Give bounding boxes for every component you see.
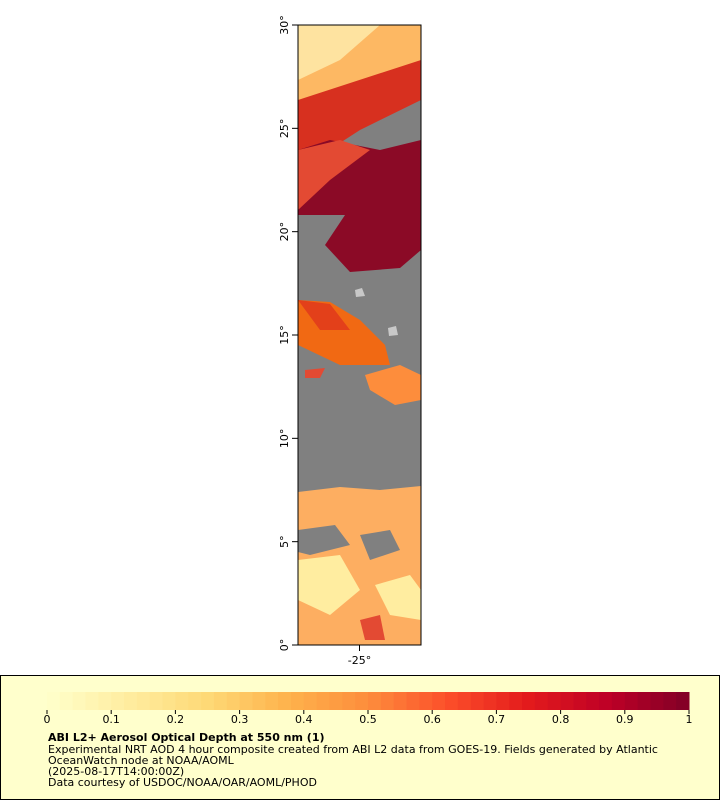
colorbar-swatch [457, 692, 472, 710]
caption-line: Data courtesy of USDOC/NOAA/OAR/AOML/PHO… [48, 776, 317, 789]
aerosol-region [298, 25, 380, 80]
colorbar-swatch [149, 692, 164, 710]
colorbar-swatch [611, 692, 626, 710]
lat-tick-label: 5° [278, 535, 291, 548]
colorbar-swatch [380, 692, 395, 710]
colorbar-swatch [586, 692, 600, 710]
colorbar-swatch [278, 692, 292, 710]
colorbar-swatch [470, 692, 485, 710]
colorbar-swatch [316, 692, 330, 710]
land [388, 326, 398, 336]
colorbar-tick-label: 0.3 [231, 713, 249, 726]
lat-tick-label: 10° [278, 429, 291, 449]
colorbar-swatch [239, 692, 253, 710]
colorbar-swatch [162, 692, 176, 710]
colorbar-swatch [663, 692, 677, 710]
colorbar-swatch [85, 692, 99, 710]
colorbar-swatch [393, 692, 408, 710]
aerosol-region [305, 368, 325, 378]
aerosol-region [298, 555, 360, 615]
aerosol-region [298, 300, 350, 330]
colorbar-tick-label: 0.9 [616, 713, 634, 726]
colorbar-swatch [111, 692, 125, 710]
colorbar-tick-label: 0 [44, 713, 51, 726]
colorbar-tick-label: 0.2 [167, 713, 185, 726]
colorbar-swatch [624, 692, 639, 710]
colorbar-swatch [342, 692, 356, 710]
colorbar-swatch [265, 692, 279, 710]
colorbar-swatch [98, 692, 112, 710]
colorbar-swatch [355, 692, 369, 710]
colorbar-swatch [534, 692, 549, 710]
colorbar-swatch [124, 692, 138, 710]
lon-tick-label: -25° [348, 654, 371, 667]
aerosol-region [298, 140, 370, 210]
aerosol-region [375, 575, 421, 620]
colorbar-swatch [432, 692, 446, 710]
colorbar-swatch [650, 692, 664, 710]
colorbar-swatch [445, 692, 459, 710]
colorbar-swatch [419, 692, 433, 710]
colorbar-swatch [252, 692, 266, 710]
colorbar-swatch [47, 692, 61, 710]
colorbar-swatch [573, 692, 587, 710]
lat-tick-label: 25° [278, 119, 291, 139]
colorbar-swatch [59, 692, 74, 710]
colorbar-swatch [226, 692, 241, 710]
lat-tick-label: 30° [278, 15, 291, 35]
no-data-area [298, 525, 350, 555]
colorbar-swatch [329, 692, 343, 710]
map-field [297, 24, 422, 646]
colorbar-swatch [303, 692, 318, 710]
colorbar-swatch [509, 692, 523, 710]
colorbar-swatch [290, 692, 305, 710]
colorbar-swatch [637, 692, 651, 710]
caption-line: OceanWatch node at NOAA/AOML [48, 754, 235, 767]
colorbar-swatch [483, 692, 497, 710]
colorbar-swatch [72, 692, 87, 710]
colorbar-tick-label: 0.7 [488, 713, 506, 726]
colorbar-swatch [676, 692, 690, 710]
colorbar-tick-label: 1 [686, 713, 693, 726]
lat-tick-label: 15° [278, 325, 291, 345]
aerosol-region [360, 615, 385, 640]
caption-line: (2025-08-17T14:00:00Z) [48, 765, 184, 778]
colorbar-swatch [522, 692, 536, 710]
colorbar-swatch [560, 692, 574, 710]
caption-line: Experimental NRT AOD 4 hour composite cr… [48, 743, 658, 756]
colorbar-swatch [547, 692, 562, 710]
no-data-area [360, 530, 400, 560]
colorbar-swatch [496, 692, 510, 710]
colorbar-swatch [175, 692, 189, 710]
land [355, 288, 365, 297]
caption-title: ABI L2+ Aerosol Optical Depth at 550 nm … [48, 731, 325, 744]
colorbar-swatch [406, 692, 420, 710]
colorbar-tick-label: 0.1 [102, 713, 120, 726]
colorbar-tick-label: 0.4 [295, 713, 313, 726]
colorbar-swatch [136, 692, 151, 710]
lat-tick-label: 20° [278, 222, 291, 242]
aerosol-region [365, 365, 421, 405]
colorbar-swatch [368, 692, 382, 710]
colorbar-swatch [213, 692, 228, 710]
colorbar-tick-label: 0.5 [359, 713, 377, 726]
colorbar-tick-label: 0.8 [552, 713, 570, 726]
colorbar-swatch [599, 692, 613, 710]
lat-tick-label: 0° [278, 639, 291, 652]
colorbar-tick-label: 0.6 [423, 713, 441, 726]
colorbar-swatch [201, 692, 215, 710]
colorbar-swatch [188, 692, 202, 710]
